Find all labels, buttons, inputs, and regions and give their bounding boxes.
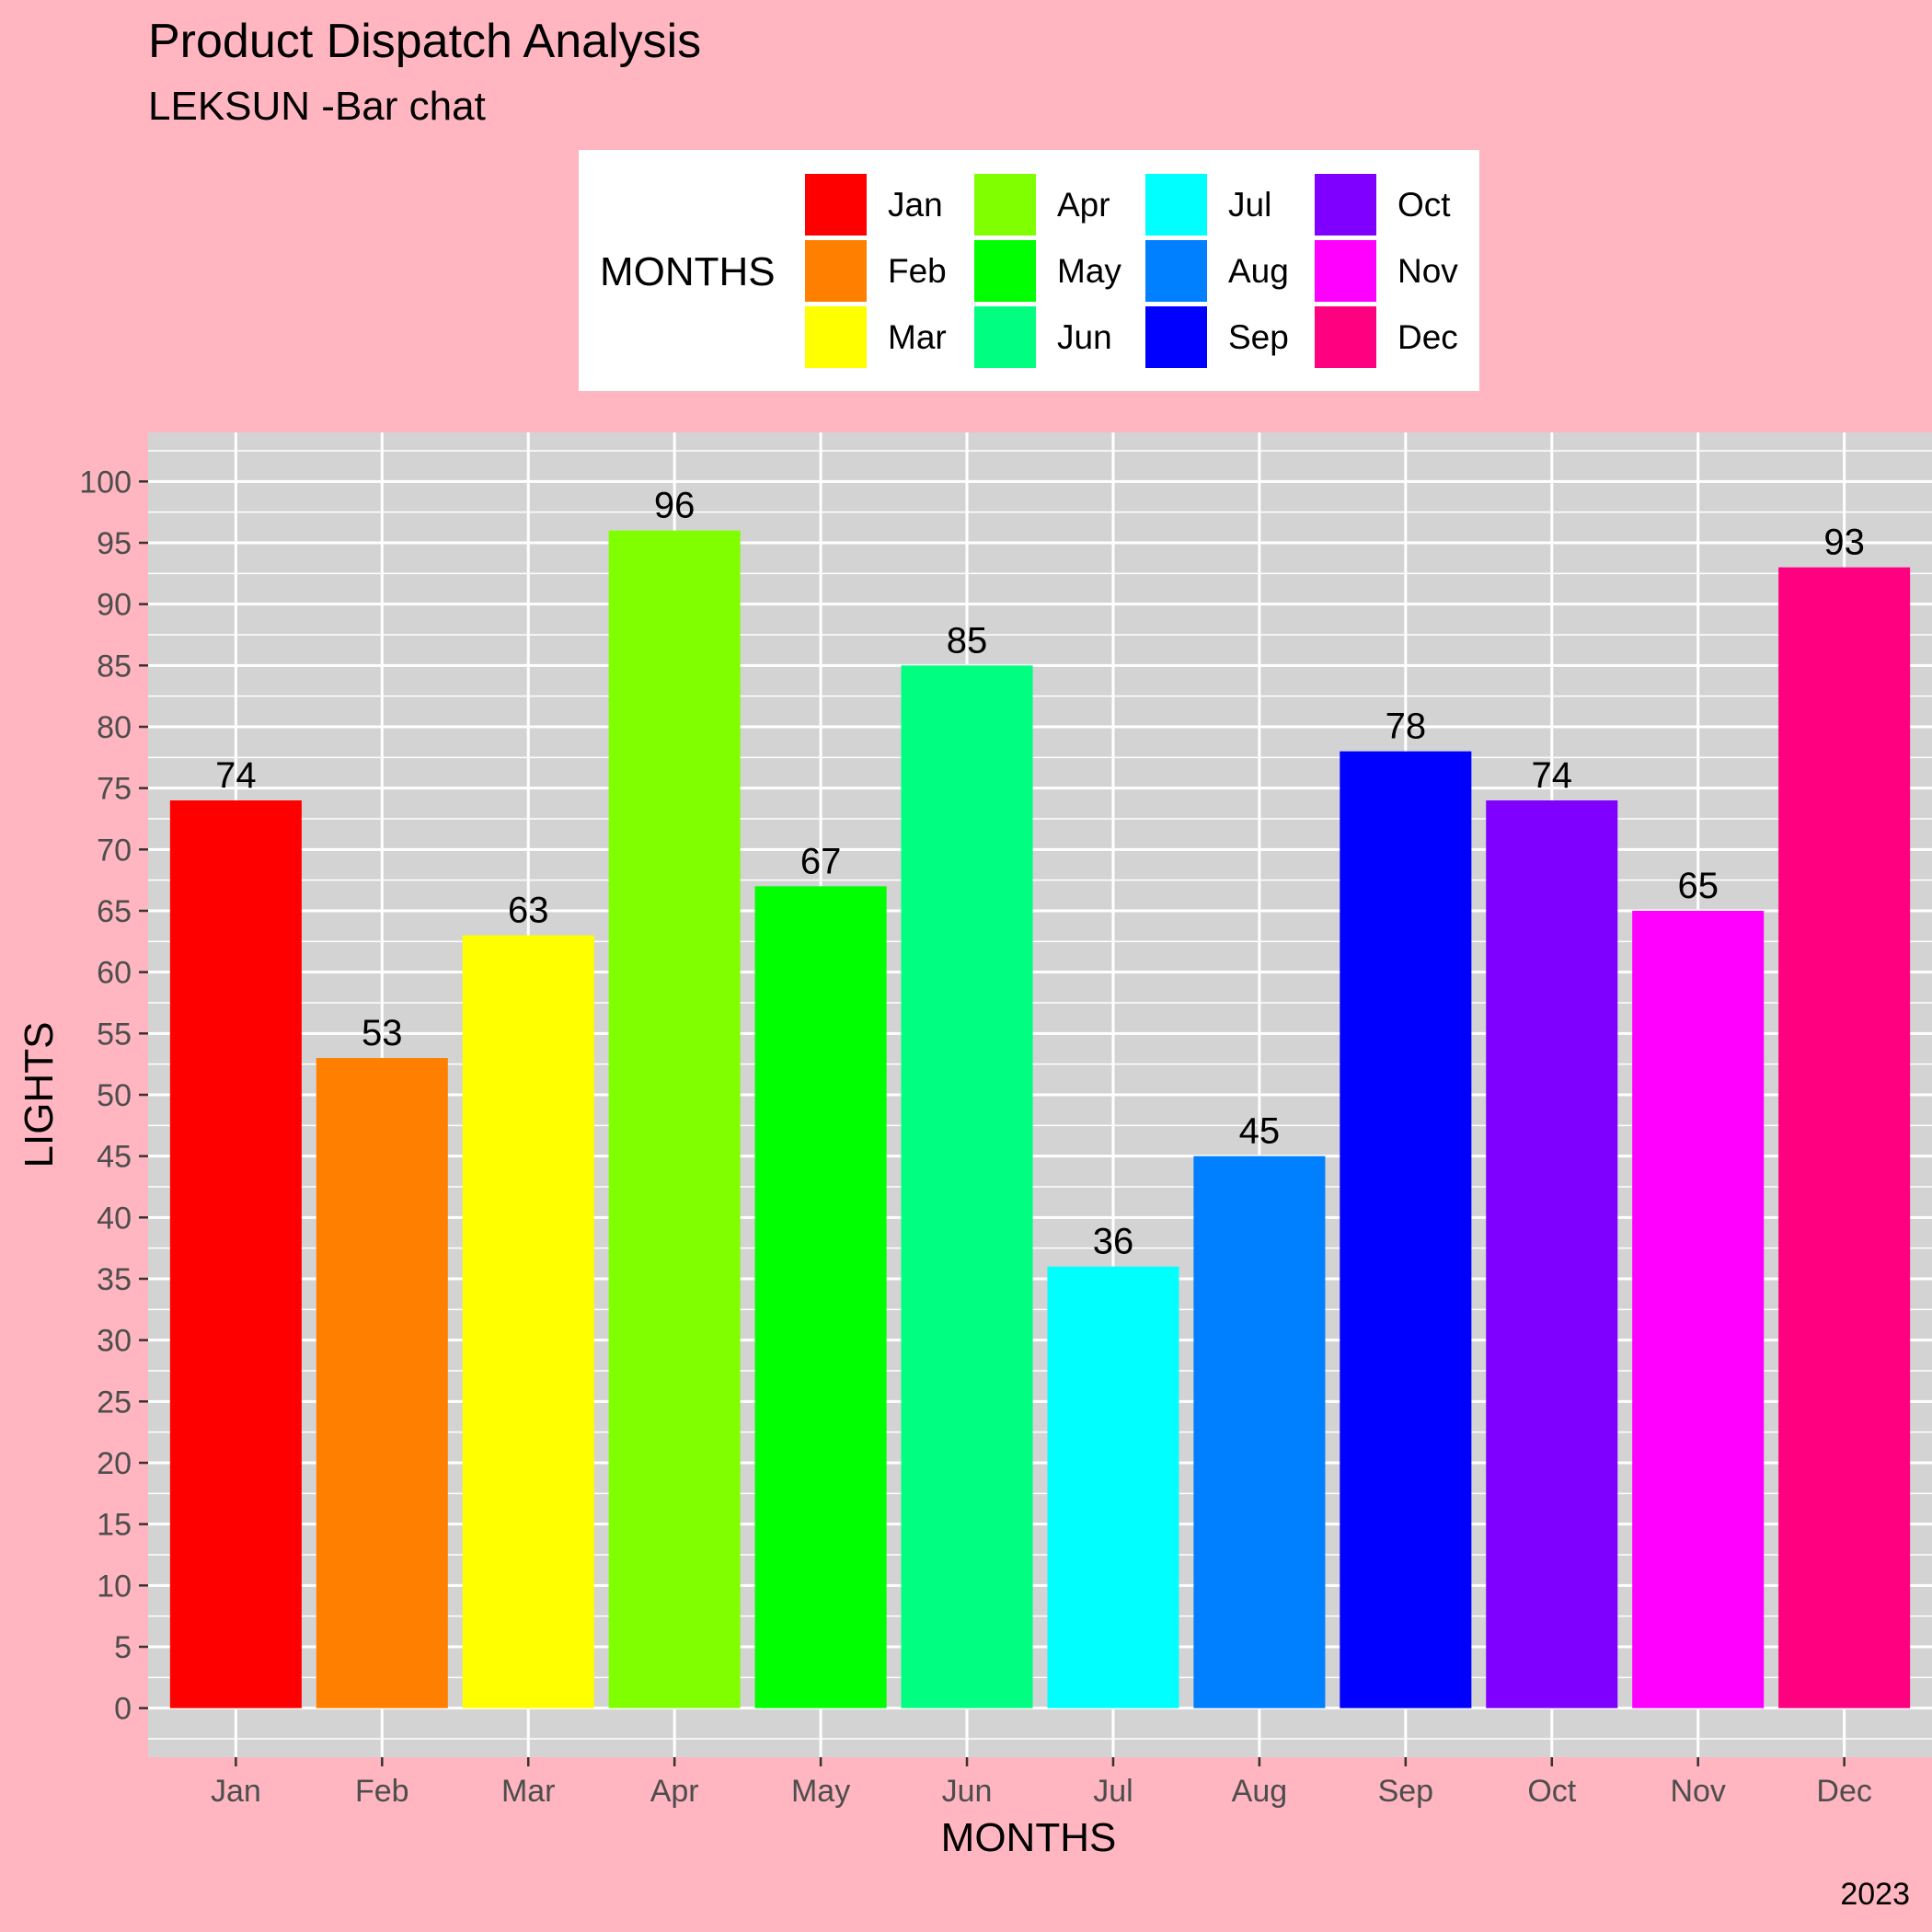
y-tick-label: 10 [97,1569,132,1604]
bar-value-label: 78 [1386,707,1427,747]
y-tick-label: 25 [97,1385,132,1420]
x-tick-label: Jul [1093,1774,1133,1809]
y-tick-label: 40 [97,1201,132,1236]
bar-value-label: 93 [1823,523,1865,563]
x-tick-label: Dec [1816,1774,1871,1809]
bar-value-label: 45 [1239,1111,1281,1152]
bar-jan [169,800,302,1708]
bar-mar [462,935,594,1708]
x-axis-title: MONTHS [941,1815,1117,1860]
y-tick-label: 95 [97,526,132,561]
x-tick-label: Nov [1670,1774,1725,1809]
bar-feb [316,1058,448,1708]
legend-key-jan [803,172,868,237]
y-tick-label: 45 [97,1140,132,1175]
bar-oct [1486,800,1618,1708]
y-tick-label: 55 [97,1017,132,1052]
legend-label: Mar [888,318,947,356]
y-tick-label: 15 [97,1508,132,1543]
chart-caption: 2023 [1840,1877,1910,1912]
chart-title: Product Dispatch Analysis [148,15,701,68]
bar-value-label: 53 [362,1013,403,1053]
chart-subtitle: LEKSUN -Bar chat [148,84,486,129]
bar-value-label: 96 [654,486,696,526]
x-tick-label: Aug [1232,1774,1288,1809]
legend: MONTHS Jan Feb Mar Apr May Jun Jul Aug Sep Oct Nov… [579,150,1479,391]
bars [169,530,1911,1708]
y-tick-label: 50 [97,1078,132,1113]
y-tick-label: 30 [97,1324,132,1359]
bar-jun [901,665,1033,1708]
legend-key-aug [1144,238,1209,304]
legend-key-jul [1144,172,1209,237]
x-tick-label: Feb [355,1774,409,1809]
bar-value-label: 63 [508,891,549,931]
x-tick-label: Sep [1378,1774,1434,1809]
legend-label: Aug [1228,252,1289,290]
x-tick-label: Oct [1527,1774,1576,1809]
legend-label: Apr [1057,186,1110,224]
legend-key-nov [1313,238,1378,304]
legend-label: Nov [1397,252,1458,290]
y-axis: 0 5 10 15 20 25 30 35 40 45 50 55 60 65 70 75 80 85 90 95 10… [79,465,148,1727]
bar-jul [1047,1266,1179,1708]
y-tick-label: 5 [114,1630,132,1665]
bar-aug [1193,1156,1326,1708]
legend-label: Jun [1057,318,1112,356]
x-tick-label: Jan [211,1774,261,1809]
bar-value-label: 85 [947,620,988,661]
x-tick-label: May [791,1774,850,1809]
legend-label: Feb [888,252,947,290]
legend-key-feb [803,238,868,304]
y-tick-label: 20 [97,1446,132,1481]
bar-value-label: 67 [800,841,842,881]
y-tick-label: 85 [97,649,132,684]
legend-label: May [1057,252,1121,290]
legend-label: Oct [1397,186,1451,224]
y-tick-label: 80 [97,710,132,745]
legend-title: MONTHS [600,249,776,294]
bar-value-label: 74 [215,755,257,796]
legend-key-may [972,238,1038,304]
legend-label: Sep [1228,318,1289,356]
y-tick-label: 65 [97,894,132,929]
bar-sep [1340,751,1472,1708]
bar-value-label: 65 [1677,866,1719,906]
data-labels: 74 53 63 96 67 85 36 45 78 74 65 93 [215,486,1865,1262]
legend-key-sep [1144,305,1209,370]
bar-apr [608,530,741,1708]
y-tick-label: 75 [97,772,132,807]
bar-may [754,886,887,1708]
legend-key-mar [803,305,868,370]
y-axis-title: LIGHTS [17,1022,62,1168]
y-tick-label: 60 [97,956,132,991]
legend-key-apr [972,172,1038,237]
legend-label: Jul [1228,186,1271,224]
y-tick-label: 35 [97,1262,132,1297]
y-tick-label: 70 [97,833,132,868]
bar-value-label: 36 [1093,1222,1134,1262]
bar-dec [1778,567,1911,1708]
x-tick-label: Apr [650,1774,699,1809]
legend-key-oct [1313,172,1378,237]
y-tick-label: 100 [79,465,132,500]
x-tick-label: Mar [501,1774,556,1809]
bar-value-label: 74 [1532,755,1573,796]
x-tick-label: Jun [942,1774,993,1809]
y-tick-label: 0 [114,1692,132,1727]
bar-nov [1632,911,1765,1708]
y-tick-label: 90 [97,588,132,623]
legend-key-jun [972,305,1038,370]
legend-label: Dec [1397,318,1458,356]
x-axis: Jan Feb Mar Apr May Jun Jul Aug Sep Oct Nov Dec [211,1757,1872,1809]
legend-label: Jan [888,186,943,224]
legend-key-dec [1313,305,1378,370]
